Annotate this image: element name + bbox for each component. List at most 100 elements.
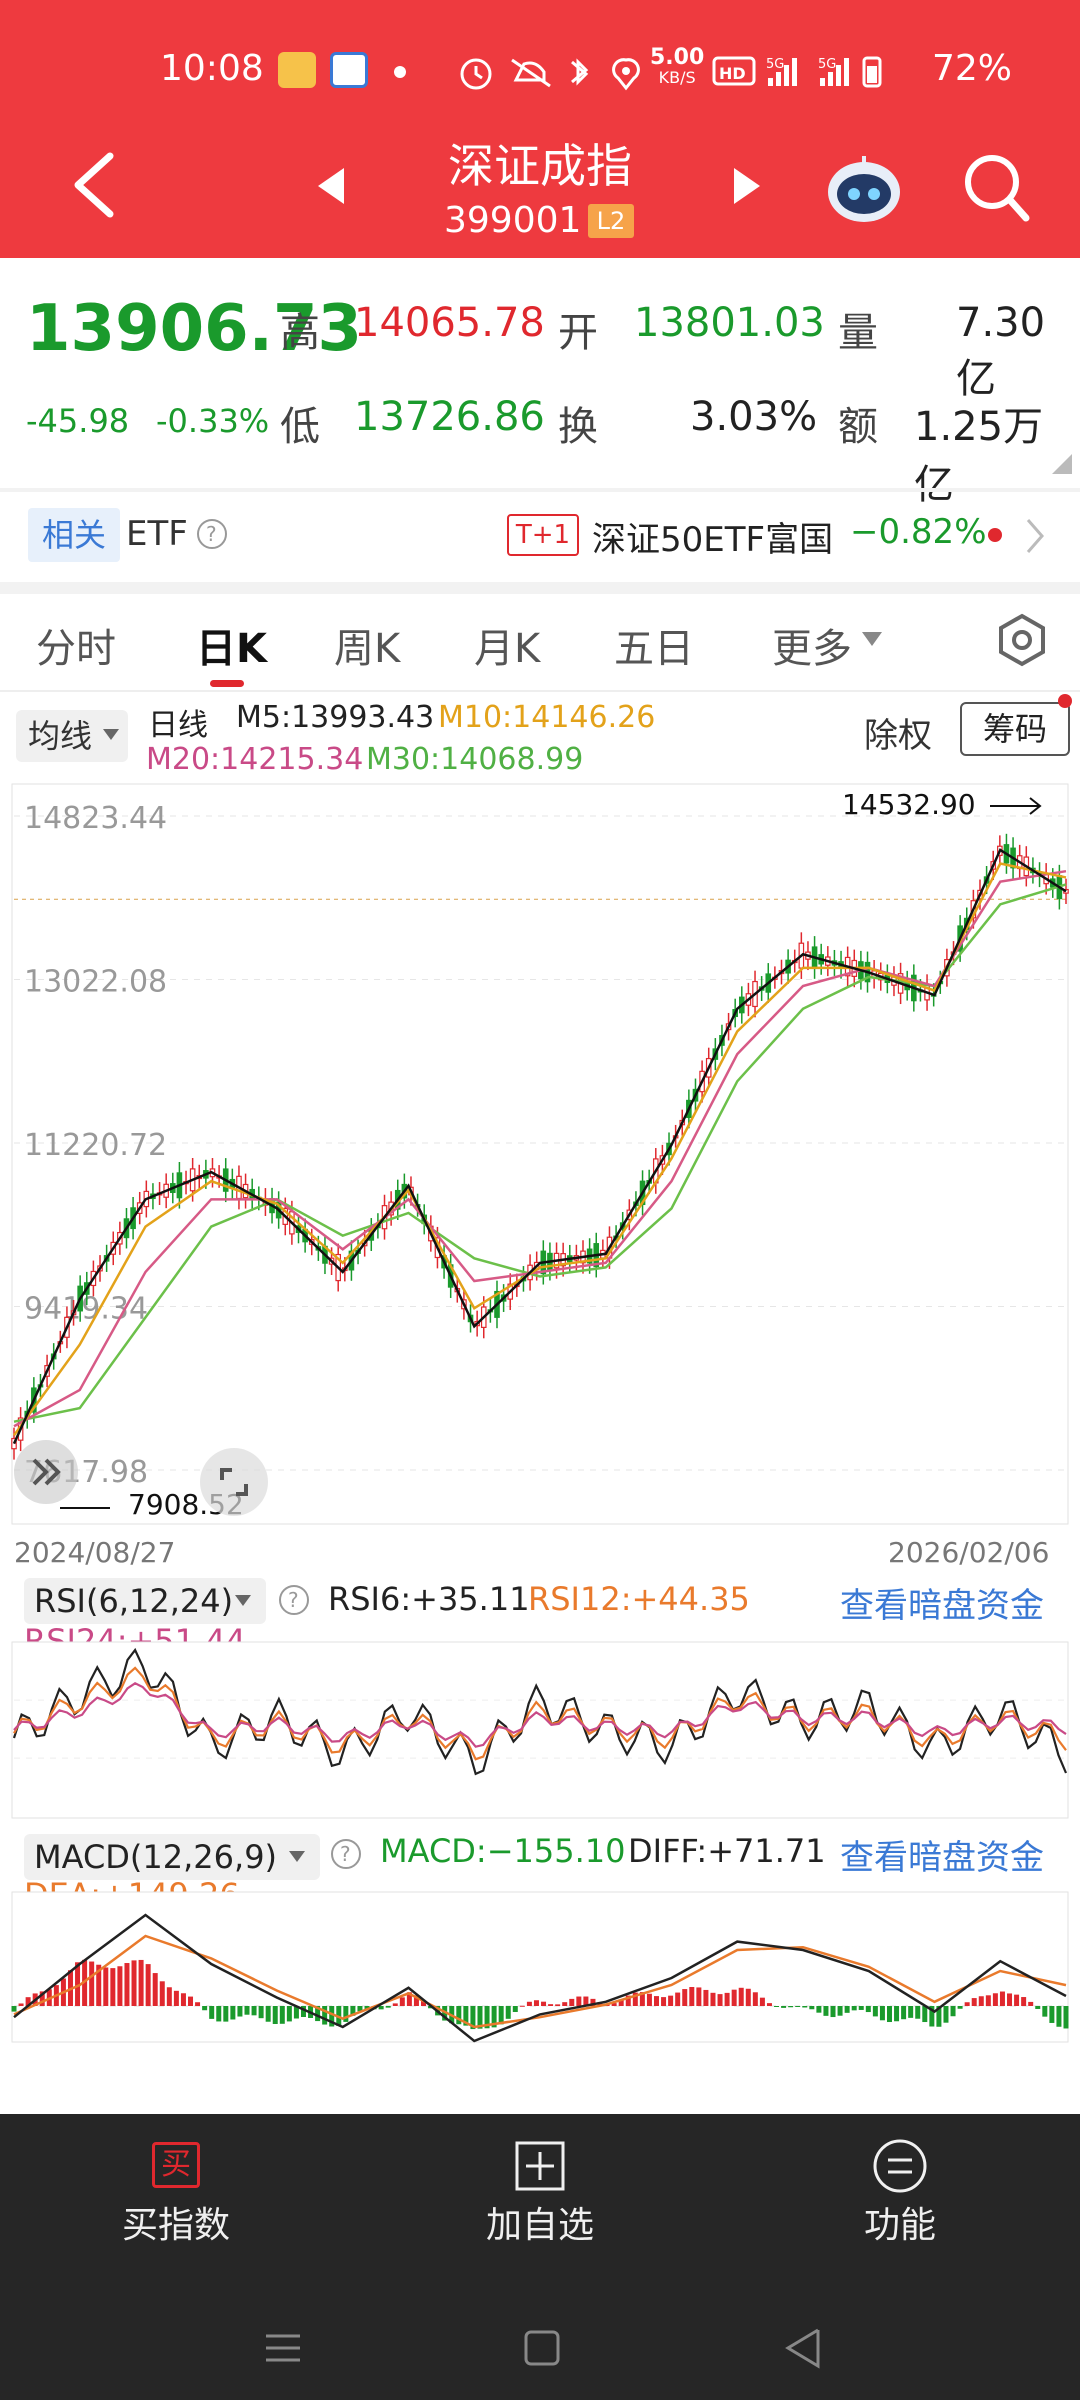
expand-corner-icon[interactable] — [1050, 452, 1074, 476]
macd-bar — [816, 2006, 822, 2013]
indicator-selector[interactable]: 均线 — [16, 710, 128, 762]
macd-bar — [1063, 2006, 1069, 2029]
macd-bar — [1056, 2006, 1062, 2027]
macd-bar — [957, 2006, 963, 2009]
macd-bar — [618, 1999, 624, 2006]
next-index-icon[interactable] — [732, 166, 762, 206]
y-tick-label: 13022.08 — [24, 964, 167, 999]
macd-bar — [639, 1992, 645, 2006]
ma10-value: M10:14146.26 — [438, 700, 656, 735]
active-tab-indicator — [210, 680, 244, 687]
ma-line-m10 — [12, 862, 1067, 1437]
function-label: 功能 — [863, 2205, 936, 2246]
change-percent: -0.33% — [156, 402, 270, 440]
tab-weekly-k[interactable]: 周K — [334, 626, 401, 672]
macd-bar — [943, 2006, 949, 2023]
macd-bar — [89, 1961, 95, 2006]
macd-bar — [1028, 2001, 1034, 2006]
macd-bar — [682, 1989, 688, 2006]
header-bar: 10:08 5.00 KB/S HD 5G 5G — [0, 0, 1080, 258]
tab-intraday[interactable]: 分时 — [36, 626, 116, 672]
macd-bar — [710, 1992, 716, 2006]
macd-bar — [244, 2006, 250, 2015]
robot-assistant-icon[interactable] — [824, 150, 904, 226]
macd-bar — [421, 2000, 427, 2006]
macd-bar — [322, 2006, 328, 2025]
dark-pool-link[interactable]: 查看暗盘资金 — [840, 1586, 1044, 1626]
macd-bar — [188, 1996, 194, 2006]
macd-bar — [526, 2001, 532, 2006]
macd-bar — [661, 1997, 667, 2006]
amount-value: 1.25万亿 — [914, 404, 1044, 508]
scroll-left-button[interactable] — [14, 1440, 78, 1504]
rsi-frame — [11, 1641, 1069, 1819]
amount-label: 额 — [838, 404, 878, 450]
macd-bar — [202, 2006, 208, 2011]
macd-bar — [505, 2006, 511, 2019]
macd-bar — [237, 2006, 243, 2017]
low-value: 13726.86 — [354, 394, 545, 440]
chip-distribution-button[interactable]: 筹码 — [960, 702, 1070, 756]
prev-index-icon[interactable] — [316, 166, 346, 206]
macd-selector[interactable]: MACD(12,26,9) — [24, 1834, 320, 1880]
period-label: 日线 — [148, 708, 208, 743]
macd-bar — [795, 2006, 801, 2007]
macd-bar — [894, 2006, 900, 2022]
macd-bar — [611, 2003, 617, 2006]
macd-bar — [39, 1991, 45, 2006]
macd-chart[interactable] — [0, 1890, 1080, 2080]
buy-index-button[interactable]: 买 — [56, 2114, 296, 2284]
macd-bar — [653, 1996, 659, 2006]
macd-line-diff — [13, 1913, 1067, 2043]
search-icon[interactable] — [962, 152, 1032, 226]
tab-daily-k[interactable]: 日K — [196, 626, 267, 672]
macd-frame — [11, 1891, 1069, 2043]
macd-bar — [1049, 2006, 1055, 2023]
ex-rights-toggle[interactable]: 除权 — [864, 716, 932, 756]
bottom-action-bar: 买 — [0, 2114, 1080, 2400]
tab-five-day[interactable]: 五日 — [614, 626, 694, 672]
help-icon[interactable]: ? — [278, 1584, 310, 1616]
chart-frame — [11, 783, 1069, 1525]
macd-selector-label: MACD(12,26,9) — [34, 1838, 278, 1876]
macd-bar — [865, 2006, 871, 2013]
macd-bar — [717, 1994, 723, 2006]
macd-bar — [1042, 2006, 1048, 2017]
macd-bar — [562, 2002, 568, 2006]
macd-bar — [915, 2006, 921, 2019]
settings-icon[interactable] — [994, 612, 1050, 668]
macd-bar — [512, 2006, 518, 2012]
fullscreen-button[interactable] — [200, 1448, 268, 1516]
tab-more[interactable]: 更多 — [772, 626, 852, 672]
kline-chart[interactable]: 14823.4413022.0811220.729419.347617.9814… — [0, 780, 1080, 1540]
macd-bar — [1021, 1997, 1027, 2006]
rsi-chart[interactable] — [0, 1640, 1080, 1820]
add-watchlist-button[interactable] — [420, 2114, 660, 2284]
macd-bar — [413, 1995, 419, 2006]
back-arrow-icon[interactable] — [70, 150, 120, 220]
etf-fund-change: −0.82% — [850, 512, 987, 552]
function-menu-button[interactable] — [780, 2114, 1020, 2284]
macd-bar — [519, 2005, 525, 2007]
macd-bar — [675, 1992, 681, 2006]
macd-bar — [872, 2006, 878, 2017]
level2-badge: L2 — [588, 204, 634, 238]
chevron-right-icon[interactable] — [1022, 516, 1048, 556]
svg-text:HD: HD — [719, 64, 746, 83]
help-icon[interactable]: ? — [330, 1838, 362, 1870]
new-dot-icon — [1058, 694, 1072, 708]
rsi-selector[interactable]: RSI(6,12,24) — [24, 1578, 266, 1624]
ma-line-m5 — [12, 848, 1067, 1445]
dark-pool-link[interactable]: 查看暗盘资金 — [840, 1838, 1044, 1878]
last-price: 13906.73 — [26, 292, 363, 366]
help-icon[interactable]: ? — [196, 518, 228, 550]
macd-bar — [886, 2006, 892, 2023]
dropdown-icon[interactable] — [860, 630, 884, 650]
ma30-value: M30:14068.99 — [366, 742, 584, 777]
macd-bar — [272, 2006, 278, 2024]
dropdown-icon — [103, 729, 119, 740]
change-value: -45.98 — [26, 402, 130, 440]
tab-monthly-k[interactable]: 月K — [474, 626, 541, 672]
macd-bar — [300, 2006, 306, 2018]
macd-bar — [477, 2006, 483, 2029]
